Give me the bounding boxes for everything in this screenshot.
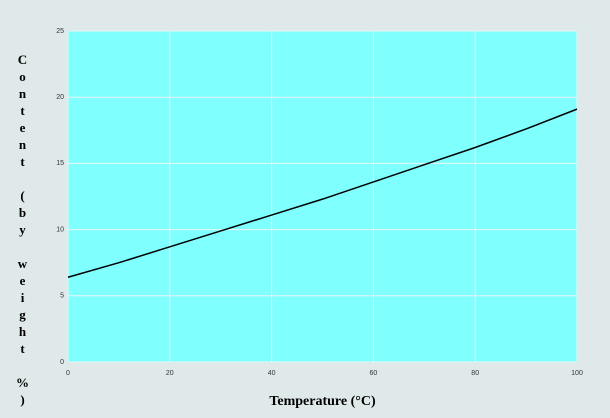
x-tick-label: 20 [166, 370, 174, 377]
x-tick-label: 0 [66, 370, 70, 377]
y-tick-label: 25 [56, 28, 64, 35]
y-tick-label: 20 [56, 94, 64, 101]
x-tick-label: 60 [370, 370, 378, 377]
x-tick-label: 80 [471, 370, 479, 377]
plot-area [67, 30, 578, 363]
data-line [67, 108, 578, 278]
x-tick-label: 100 [571, 370, 583, 377]
x-tick-label: 40 [268, 370, 276, 377]
y-tick-label: 5 [60, 293, 64, 300]
x-axis-label: Temperature (°C) [269, 394, 376, 409]
y-axis-label: Content (by weight %) [15, 52, 30, 409]
y-tick-label: 15 [56, 160, 64, 167]
y-tick-label: 10 [56, 226, 64, 233]
y-tick-label: 0 [60, 359, 64, 366]
